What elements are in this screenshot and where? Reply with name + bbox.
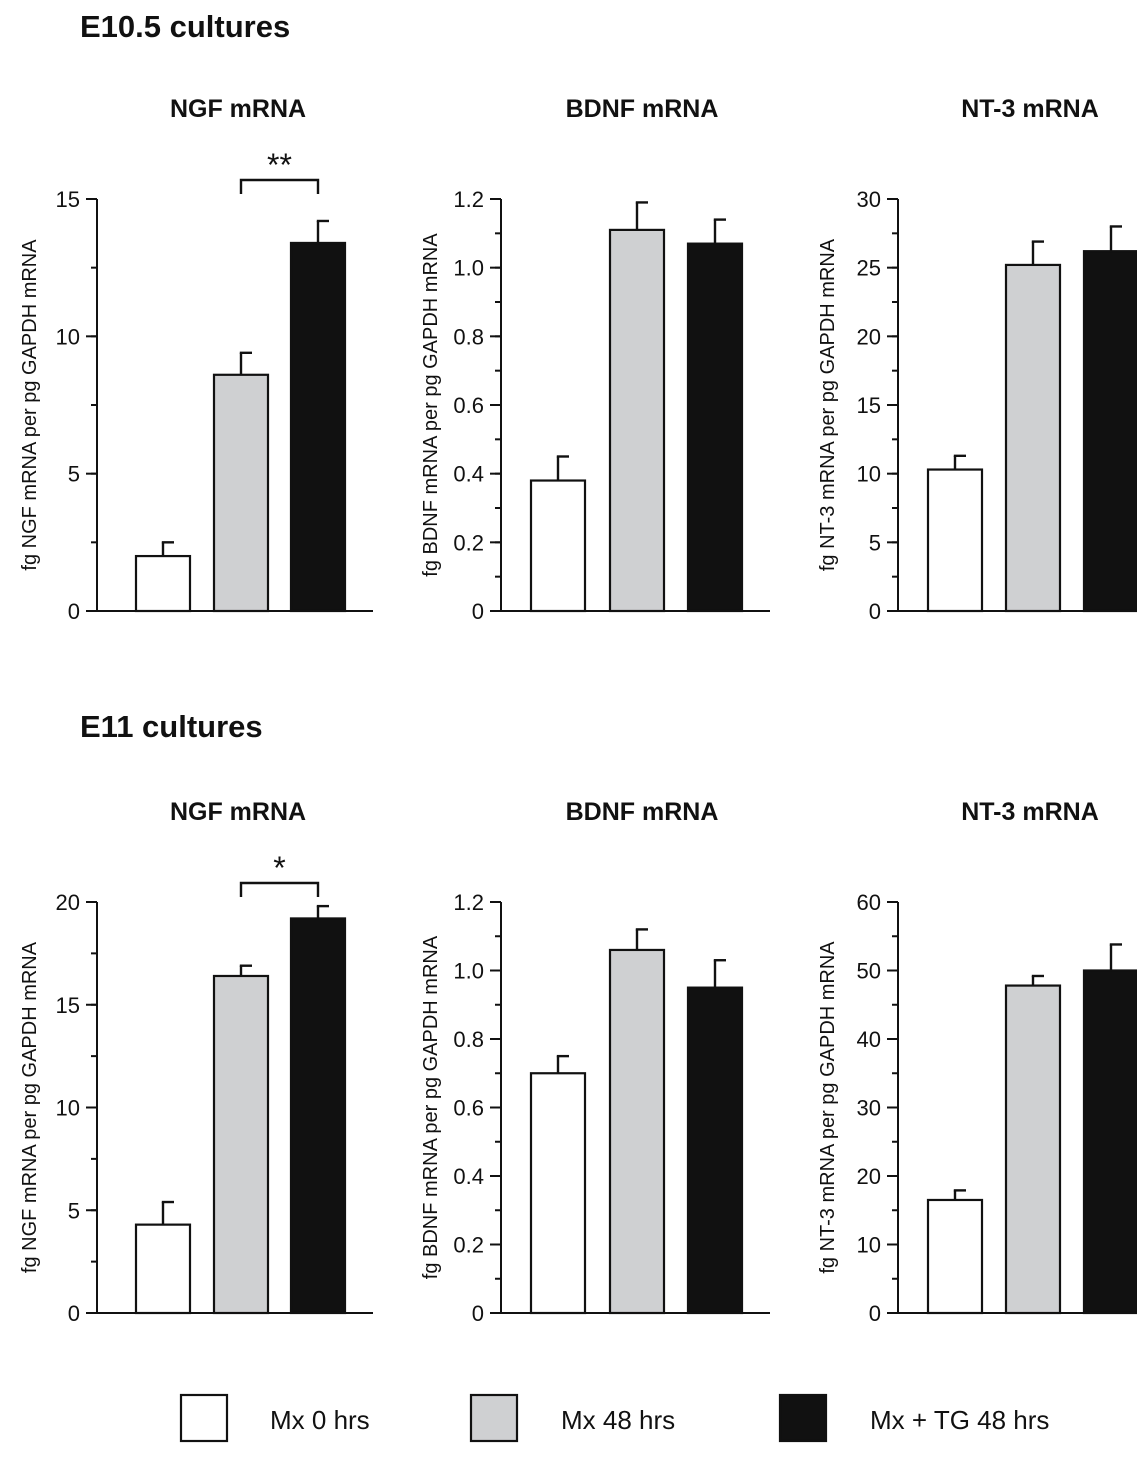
y-tick-label: 20 [857, 1164, 881, 1189]
y-axis-label: fg NT-3 mRNA per pg GAPDH mRNA [817, 238, 839, 571]
y-tick-label: 25 [857, 256, 881, 281]
y-tick-label: 20 [857, 324, 881, 349]
y-axis-label: fg BDNF mRNA per pg GAPDH mRNA [420, 233, 442, 577]
y-tick-label: 0 [869, 1301, 881, 1326]
panel-title: BDNF mRNA [566, 798, 719, 826]
y-tick-label: 0.8 [453, 1027, 484, 1052]
section-title-e11: E11 cultures [80, 709, 263, 744]
y-tick-label: 50 [857, 959, 881, 984]
y-tick-label: 0 [869, 599, 881, 624]
significance-bracket [239, 178, 320, 194]
y-tick-label: 15 [857, 393, 881, 418]
y-tick-label: 0 [68, 599, 80, 624]
bar [1082, 250, 1137, 613]
y-tick-label: 5 [68, 1198, 80, 1223]
y-tick-label: 60 [857, 890, 881, 915]
panel-title: BDNF mRNA [566, 95, 719, 123]
legend-swatch-mx-48-hrs [469, 1393, 519, 1443]
y-tick-label: 15 [56, 993, 80, 1018]
y-tick-label: 0.6 [453, 1096, 484, 1121]
chart-panel: NGF mRNA fg NGF mRNA per pg GAPDH mRNA 0 5 1… [19, 95, 373, 624]
panel-title: NGF mRNA [170, 95, 306, 123]
bar [926, 468, 984, 613]
y-axis-label: fg NT-3 mRNA per pg GAPDH mRNA [817, 941, 839, 1274]
y-tick-label: 10 [56, 1096, 80, 1121]
legend: Mx 0 hrs Mx 48 hrs Mx + TG 48 hrs [179, 1393, 1049, 1443]
chart-panel: NT-3 mRNA fg NT-3 mRNA per pg GAPDH mRNA 0… [817, 798, 1137, 1326]
bar [608, 948, 666, 1315]
bar [1004, 984, 1062, 1315]
y-tick-label: 1.2 [453, 890, 484, 915]
y-axis-label: fg NGF mRNA per pg GAPDH mRNA [19, 941, 41, 1273]
bar [289, 241, 347, 613]
y-tick-label: 30 [857, 1096, 881, 1121]
legend-label-mx-0-hrs: Mx 0 hrs [270, 1405, 370, 1435]
bar [212, 974, 270, 1315]
y-tick-label: 0 [472, 599, 484, 624]
bar [529, 479, 587, 613]
y-axis-label: fg NGF mRNA per pg GAPDH mRNA [19, 239, 41, 571]
chart-panel: BDNF mRNA fg BDNF mRNA per pg GAPDH mRNA 0… [420, 798, 770, 1326]
bar [212, 373, 270, 613]
y-tick-label: 0.6 [453, 393, 484, 418]
legend-swatch-mx-0-hrs [179, 1393, 229, 1443]
panel-title: NT-3 mRNA [961, 95, 1099, 123]
y-tick-label: 5 [869, 530, 881, 555]
y-tick-label: 10 [857, 1233, 881, 1258]
bar [289, 917, 347, 1315]
bar [608, 228, 666, 613]
y-tick-label: 40 [857, 1027, 881, 1052]
legend-label-mx-tg-48-hrs: Mx + TG 48 hrs [870, 1405, 1049, 1435]
chart-panels: NGF mRNA fg NGF mRNA per pg GAPDH mRNA 0 5 1… [19, 95, 1137, 1326]
bar [1004, 263, 1062, 613]
chart-panel: NT-3 mRNA fg NT-3 mRNA per pg GAPDH mRNA 0… [817, 95, 1137, 624]
y-tick-label: 0.4 [453, 1164, 484, 1189]
panel-title: NGF mRNA [170, 798, 306, 826]
panel-title: NT-3 mRNA [961, 798, 1099, 826]
significance-label: * [273, 850, 285, 886]
y-tick-label: 0.2 [453, 1233, 484, 1258]
y-tick-label: 0.8 [453, 324, 484, 349]
y-tick-label: 30 [857, 187, 881, 212]
y-tick-label: 1.0 [453, 959, 484, 984]
significance-bracket [239, 881, 320, 897]
bar [134, 554, 192, 613]
section-title-e10-5: E10.5 cultures [80, 9, 290, 44]
y-tick-label: 10 [857, 462, 881, 487]
y-tick-label: 0.4 [453, 462, 484, 487]
bar [686, 242, 744, 613]
chart-panel: BDNF mRNA fg BDNF mRNA per pg GAPDH mRNA 0… [420, 95, 770, 624]
bar [529, 1072, 587, 1315]
legend-label-mx-48-hrs: Mx 48 hrs [561, 1405, 675, 1435]
y-tick-label: 1.2 [453, 187, 484, 212]
y-tick-label: 5 [68, 462, 80, 487]
bar [686, 986, 744, 1315]
y-tick-label: 0.2 [453, 530, 484, 555]
y-tick-label: 1.0 [453, 256, 484, 281]
bar [134, 1223, 192, 1315]
y-tick-label: 0 [472, 1301, 484, 1326]
significance-label: ** [267, 147, 292, 183]
y-tick-label: 20 [56, 890, 80, 915]
legend-swatch-mx-tg-48-hrs [778, 1393, 828, 1443]
bar [1082, 969, 1137, 1315]
y-tick-label: 15 [56, 187, 80, 212]
bar [926, 1198, 984, 1315]
y-axis-label: fg BDNF mRNA per pg GAPDH mRNA [420, 935, 442, 1279]
y-tick-label: 10 [56, 324, 80, 349]
y-tick-label: 0 [68, 1301, 80, 1326]
chart-panel: NGF mRNA fg NGF mRNA per pg GAPDH mRNA 0 5 1… [19, 798, 373, 1326]
